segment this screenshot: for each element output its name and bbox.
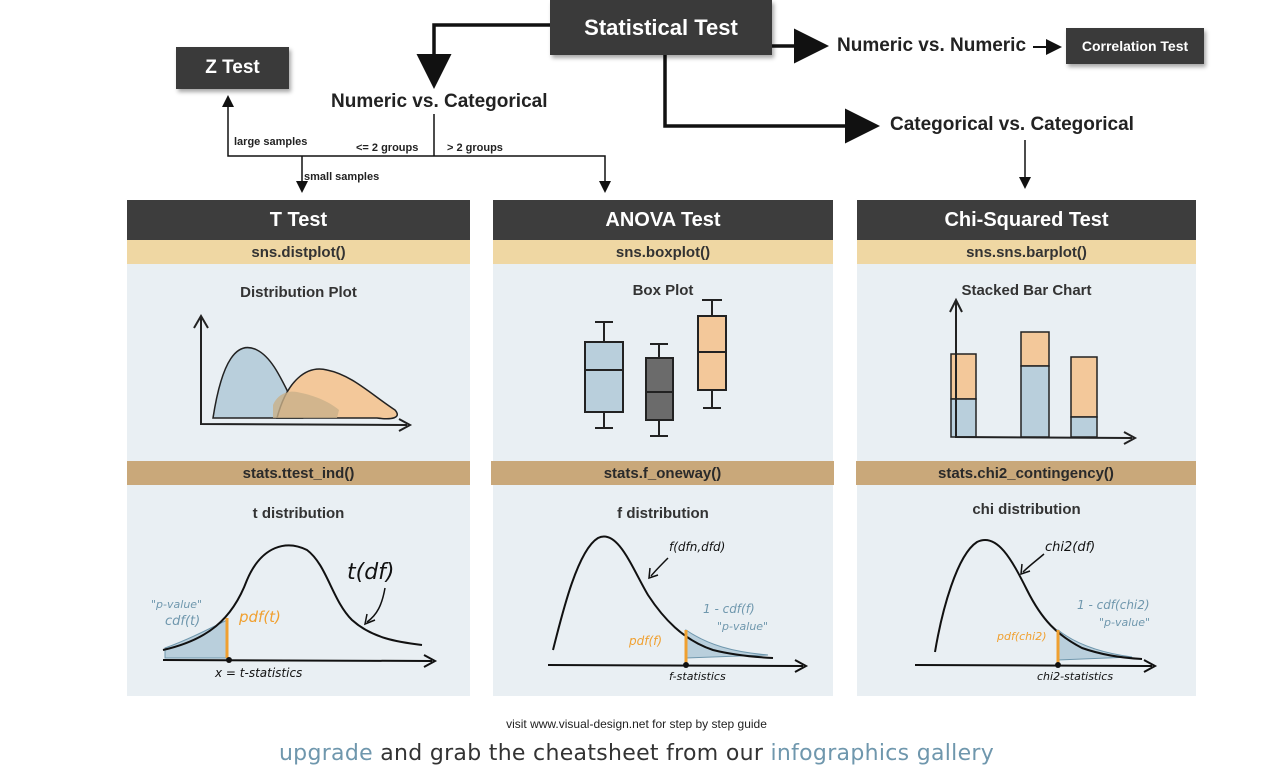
- chi-squared-column: Chi-Squared Test sns.sns.barplot() Stack…: [856, 200, 1196, 696]
- footer-cta: upgrade and grab the cheatsheet from our…: [0, 741, 1273, 766]
- gt2-groups-label: > 2 groups: [447, 142, 503, 154]
- f-curve-annotation: f(dfn,dfd): [669, 540, 726, 554]
- large-samples-label: large samples: [234, 136, 308, 148]
- chi-curve-annotation: chi2(df): [1045, 540, 1096, 555]
- t-distribution-title: t distribution: [252, 505, 345, 522]
- arrow-to-z-test: [222, 95, 434, 157]
- chi-distribution-title: chi distribution: [972, 501, 1081, 518]
- f-cdf-annotation: 1 - cdf(f): [703, 602, 755, 616]
- anova-stats-function: stats.f_oneway(): [491, 461, 834, 485]
- box-plot-sketch: [584, 299, 727, 437]
- infographics-gallery-link[interactable]: infographics gallery: [770, 741, 995, 766]
- chi-pdf-annotation: pdf(chi2): [997, 630, 1047, 643]
- distribution-plot-title: Distribution Plot: [240, 284, 357, 301]
- chi-distribution-sketch: [914, 539, 1158, 673]
- numeric-vs-numeric-label: Numeric vs. Numeric: [837, 35, 1027, 56]
- t-test-column: T Test sns.distplot() Distribution Plot …: [127, 200, 470, 696]
- statistical-test-box: Statistical Test: [550, 0, 772, 55]
- le2-groups-label: <= 2 groups: [356, 142, 419, 154]
- statistical-test-label: Statistical Test: [584, 14, 738, 40]
- f-distribution-sketch: [547, 535, 809, 673]
- t-test-stats-function: stats.ttest_ind(): [127, 461, 470, 485]
- chi-stats-function: stats.chi2_contingency(): [856, 461, 1196, 485]
- distribution-plot-sketch: [193, 314, 413, 432]
- correlation-test-label: Correlation Test: [1081, 38, 1189, 54]
- chi-squared-header: Chi-Squared Test: [857, 200, 1196, 240]
- chi-pvalue-annotation: "p-value": [1099, 616, 1151, 629]
- box-plot-title: Box Plot: [632, 282, 694, 299]
- anova-plot-function: sns.boxplot(): [493, 240, 833, 264]
- f-axis-annotation: f-statistics: [669, 670, 726, 683]
- numeric-vs-categorical-label: Numeric vs. Categorical: [331, 91, 548, 112]
- chi-axis-annotation: chi2-statistics: [1037, 670, 1114, 683]
- arrow-to-numeric-categorical: [416, 23, 550, 89]
- correlation-test-box: Correlation Test: [1066, 28, 1204, 64]
- t-test-header: T Test: [127, 200, 470, 240]
- t-test-plot-function: sns.distplot(): [127, 240, 470, 264]
- f-pvalue-annotation: "p-value": [717, 620, 769, 633]
- flow-connectors: [222, 23, 1062, 193]
- categorical-vs-categorical-label: Categorical vs. Categorical: [890, 114, 1134, 135]
- t-curve-annotation: t(df): [347, 560, 395, 585]
- footer-middle-text: and grab the cheatsheet from our: [372, 741, 771, 766]
- t-cdf-annotation: cdf(t): [165, 614, 201, 629]
- t-pdf-annotation: pdf(t): [239, 608, 281, 626]
- arrow-to-categorical-categorical: [663, 55, 880, 144]
- small-samples-label: small samples: [304, 171, 380, 183]
- chi-plot-function: sns.sns.barplot(): [857, 240, 1196, 264]
- upgrade-link[interactable]: upgrade: [278, 741, 373, 766]
- anova-test-header: ANOVA Test: [493, 200, 833, 240]
- t-axis-annotation: x = t-statistics: [215, 666, 303, 680]
- stacked-bar-sketch: [949, 297, 1138, 445]
- t-pvalue-annotation: "p-value": [151, 598, 203, 611]
- chi-cdf-annotation: 1 - cdf(chi2): [1077, 598, 1150, 612]
- stacked-bar-chart-title: Stacked Bar Chart: [961, 282, 1092, 299]
- anova-test-column: ANOVA Test sns.boxplot() Box Plot stats.…: [491, 200, 834, 696]
- f-pdf-annotation: pdf(f): [629, 634, 663, 648]
- t-distribution-sketch: [162, 544, 438, 668]
- visit-link-text: visit www.visual-design.net for step by …: [506, 717, 767, 731]
- arrow-to-anova: [434, 155, 611, 193]
- z-test-box: Z Test: [176, 47, 289, 89]
- f-distribution-title: f distribution: [617, 505, 709, 522]
- z-test-label: Z Test: [205, 57, 260, 78]
